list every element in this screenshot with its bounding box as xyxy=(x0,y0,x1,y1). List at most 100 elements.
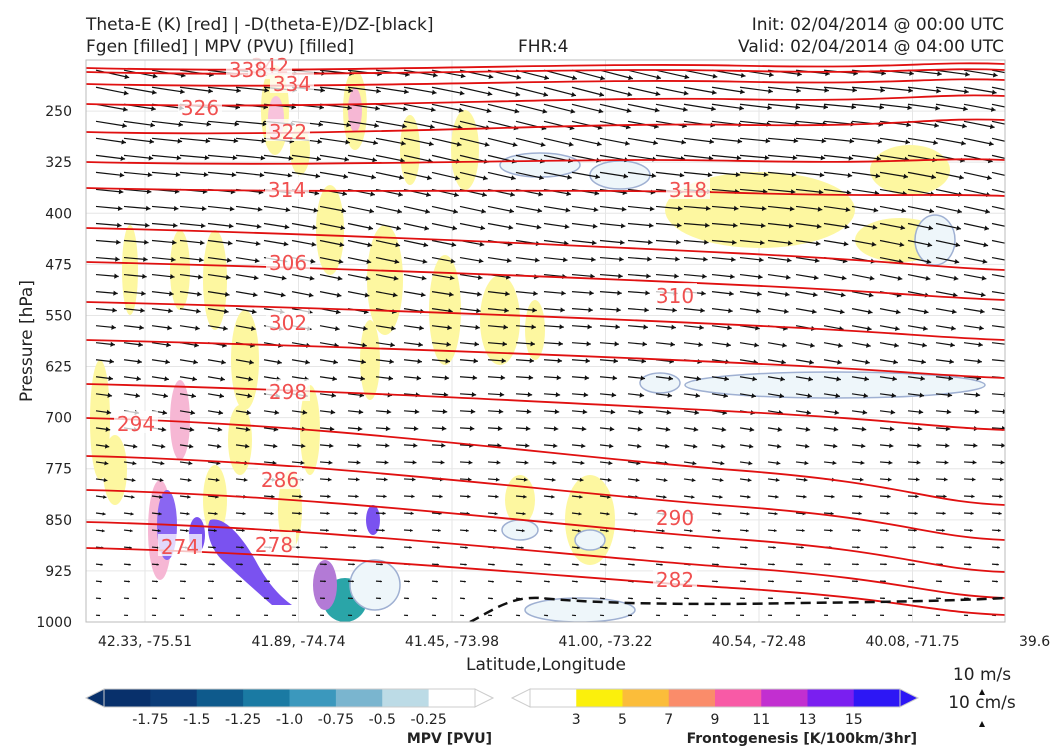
wind-vector-head xyxy=(579,494,583,499)
wind-vector-head xyxy=(463,580,466,583)
wind-vector xyxy=(963,205,990,213)
theta-e-contour-label: 314 xyxy=(268,178,306,202)
wind-vector-head xyxy=(532,307,537,313)
wind-vector xyxy=(151,86,185,93)
wind-vector xyxy=(515,137,546,147)
wind-vector-head xyxy=(369,208,374,214)
wind-vector-head xyxy=(737,138,743,144)
wind-vector xyxy=(879,154,910,161)
wind-vector-head xyxy=(199,240,205,246)
wind-vector-head xyxy=(918,409,924,415)
wind-vector-head xyxy=(197,274,203,280)
wind-vector-head xyxy=(804,460,809,466)
wind-vector-head xyxy=(581,443,586,449)
wind-vector-head xyxy=(951,325,956,331)
wind-vector-head xyxy=(979,325,984,331)
wind-vector-head xyxy=(746,512,750,516)
wind-vector-head xyxy=(553,426,559,432)
mpv-colorbar-extend-right xyxy=(474,688,495,708)
wind-vector xyxy=(655,154,686,160)
wind-vector-head xyxy=(588,307,593,313)
wind-vector-head xyxy=(925,275,931,281)
wind-vector-head xyxy=(728,308,733,314)
wind-vector-head xyxy=(720,460,725,466)
wind-vector-head xyxy=(208,88,213,94)
wind-vector-head xyxy=(760,223,766,229)
wind-vector xyxy=(515,86,549,97)
fgen-colorbar-swatch xyxy=(715,689,762,707)
wind-vector-head xyxy=(358,409,364,415)
wind-vector xyxy=(655,86,689,95)
wind-vector-head xyxy=(809,359,814,365)
frontogenesis-fill xyxy=(348,88,362,132)
wind-vector xyxy=(95,154,126,160)
wind-vector xyxy=(515,103,548,113)
wind-vector xyxy=(179,171,209,176)
wind-vector-head xyxy=(848,155,854,161)
wind-vector-head xyxy=(803,494,807,499)
wind-vector xyxy=(375,86,409,93)
wind-vector-head xyxy=(975,392,981,398)
wind-vector-head xyxy=(346,122,351,128)
wind-vector-head xyxy=(913,545,916,549)
wind-vector-head xyxy=(970,511,974,516)
wind-vector-head xyxy=(172,222,178,228)
mpv-colorbar-swatch xyxy=(428,689,476,707)
wind-vector-head xyxy=(245,426,251,432)
wind-vector-head xyxy=(211,597,213,600)
y-axis-label: Pressure [hPa] xyxy=(17,280,37,402)
wind-vector xyxy=(711,103,744,110)
wind-vector xyxy=(263,171,293,177)
wind-vector xyxy=(571,86,605,97)
wind-vector-head xyxy=(198,257,204,263)
wind-vector-head xyxy=(470,408,476,415)
wind-vector xyxy=(403,86,437,94)
wind-vector-head xyxy=(98,614,100,617)
wind-vector-head xyxy=(373,140,378,146)
theta-e-contour-label: 338 xyxy=(229,58,267,82)
x-tick-label: 41.45, -73.98 xyxy=(405,634,499,650)
wind-vector-head xyxy=(165,359,170,365)
wind-vector-head xyxy=(414,409,420,415)
wind-vector-head xyxy=(1013,209,1018,214)
wind-vector-head xyxy=(549,529,553,533)
wind-vector-head xyxy=(684,74,690,80)
wind-vector xyxy=(795,103,829,108)
wind-vector-head xyxy=(420,292,426,298)
wind-vector-head xyxy=(188,460,193,466)
wind-vector-head xyxy=(866,326,872,332)
wind-vector-head xyxy=(332,376,337,382)
wind-vector-head xyxy=(700,307,705,313)
wind-vector-head xyxy=(336,292,342,298)
wind-vector-head xyxy=(270,511,274,516)
wind-vector-head xyxy=(899,241,905,248)
wind-vector-head xyxy=(572,75,577,81)
wind-vector-head xyxy=(628,75,633,81)
wind-vector-head xyxy=(648,222,654,229)
wind-vector-head xyxy=(763,171,769,178)
wind-vector-head xyxy=(830,511,834,516)
wind-vector-head xyxy=(453,208,458,214)
wind-vector-head xyxy=(273,443,278,449)
wind-vector-head xyxy=(345,139,350,145)
wind-vector-head xyxy=(453,192,459,198)
wind-vector-head xyxy=(159,495,163,499)
wind-vector-head xyxy=(213,528,217,533)
valid-time: Valid: 02/04/2014 @ 04:00 UTC xyxy=(738,37,1004,57)
wind-vector xyxy=(935,171,964,179)
wind-vector-head xyxy=(963,106,968,112)
wind-vector-head xyxy=(607,477,612,483)
wind-vector xyxy=(207,205,235,210)
wind-vector xyxy=(991,239,1005,244)
theta-e-contour-label: 286 xyxy=(261,468,299,492)
wind-vector-head xyxy=(607,495,611,499)
wind-vector-head xyxy=(381,528,385,532)
wind-vector-head xyxy=(1008,308,1013,313)
mpv-colorbar-swatch xyxy=(150,689,198,707)
wind-vector-head xyxy=(889,443,894,449)
wind-vector xyxy=(151,120,184,126)
wind-vector-head xyxy=(383,477,388,482)
wind-vector xyxy=(627,154,658,161)
wind-vector xyxy=(571,205,599,211)
wind-vector xyxy=(151,205,179,210)
